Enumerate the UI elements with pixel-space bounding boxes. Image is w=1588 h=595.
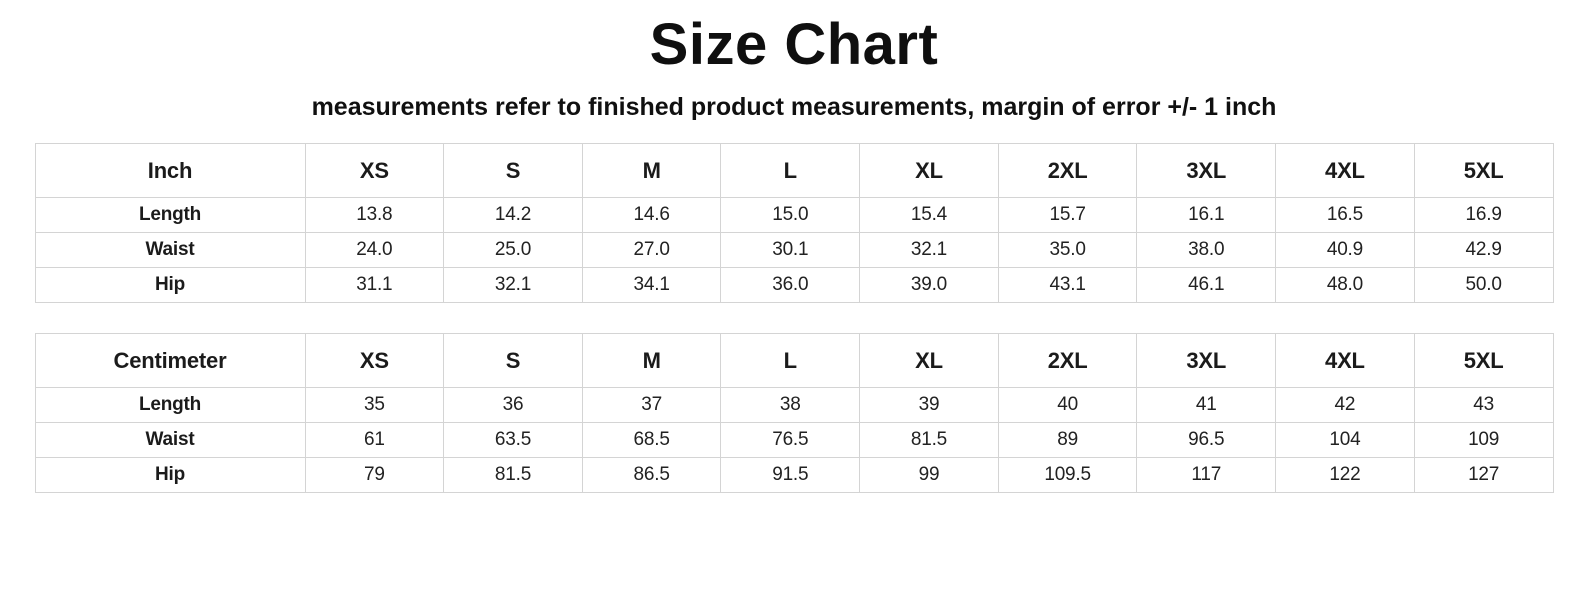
cell-length-s: 14.2: [443, 197, 583, 233]
cell-length-xl: 15.4: [859, 197, 999, 233]
row-label-length: Length: [34, 387, 306, 423]
cell-hip-5xl: 127: [1413, 457, 1554, 493]
centimeter-header-row: Centimeter XS S M L XL 2XL 3XL 4XL 5XL: [34, 333, 1554, 388]
row-label-waist: Waist: [34, 422, 306, 458]
cell-length-l: 38: [720, 387, 861, 423]
cell-hip-m: 86.5: [581, 457, 722, 493]
table-row-hip-inch: Hip 31.1 32.1 34.1 36.0 39.0 43.1 46.1 4…: [34, 267, 1554, 303]
inch-size-table: Inch XS S M L XL 2XL 3XL 4XL 5XL Length …: [34, 143, 1554, 303]
cell-hip-4xl: 48.0: [1275, 267, 1415, 303]
cell-waist-5xl: 42.9: [1413, 232, 1554, 268]
size-header-xl: XL: [859, 143, 999, 198]
cell-length-xl: 39: [859, 387, 999, 423]
cell-length-s: 36: [443, 387, 583, 423]
size-header-4xl: 4XL: [1275, 333, 1415, 388]
size-header-xs: XS: [304, 333, 445, 388]
size-header-2xl: 2XL: [997, 143, 1138, 198]
row-label-length: Length: [34, 197, 306, 233]
centimeter-size-table: Centimeter XS S M L XL 2XL 3XL 4XL 5XL L…: [34, 333, 1554, 493]
cell-length-2xl: 15.7: [997, 197, 1138, 233]
cell-hip-m: 34.1: [581, 267, 722, 303]
cell-length-5xl: 16.9: [1413, 197, 1554, 233]
cell-waist-xs: 24.0: [304, 232, 445, 268]
cell-hip-l: 91.5: [720, 457, 861, 493]
size-header-xl: XL: [859, 333, 999, 388]
size-header-m: M: [581, 333, 722, 388]
cell-length-2xl: 40: [997, 387, 1138, 423]
size-header-3xl: 3XL: [1136, 143, 1277, 198]
size-header-m: M: [581, 143, 722, 198]
cell-waist-3xl: 96.5: [1136, 422, 1277, 458]
cell-waist-2xl: 89: [997, 422, 1138, 458]
cell-waist-2xl: 35.0: [997, 232, 1138, 268]
page-subtitle: measurements refer to finished product m…: [311, 93, 1277, 121]
cell-hip-3xl: 46.1: [1136, 267, 1277, 303]
cell-length-3xl: 41: [1136, 387, 1277, 423]
cell-hip-2xl: 109.5: [997, 457, 1138, 493]
cell-waist-5xl: 109: [1413, 422, 1554, 458]
cell-waist-xl: 81.5: [859, 422, 999, 458]
cell-hip-xs: 31.1: [304, 267, 445, 303]
table-row-waist-cm: Waist 61 63.5 68.5 76.5 81.5 89 96.5 104…: [34, 422, 1554, 458]
cell-waist-s: 63.5: [443, 422, 583, 458]
inch-header-row: Inch XS S M L XL 2XL 3XL 4XL 5XL: [34, 143, 1554, 198]
size-header-4xl: 4XL: [1275, 143, 1415, 198]
cell-waist-4xl: 40.9: [1275, 232, 1415, 268]
cell-length-m: 37: [581, 387, 722, 423]
cell-hip-s: 32.1: [443, 267, 583, 303]
cell-length-4xl: 16.5: [1275, 197, 1415, 233]
cell-waist-3xl: 38.0: [1136, 232, 1277, 268]
size-header-s: S: [443, 333, 583, 388]
cell-hip-5xl: 50.0: [1413, 267, 1554, 303]
table-row-hip-cm: Hip 79 81.5 86.5 91.5 99 109.5 117 122 1…: [34, 457, 1554, 493]
cell-length-xs: 13.8: [304, 197, 445, 233]
cell-waist-l: 76.5: [720, 422, 861, 458]
cell-waist-m: 27.0: [581, 232, 722, 268]
size-header-2xl: 2XL: [997, 333, 1138, 388]
cell-hip-xl: 99: [859, 457, 999, 493]
cell-waist-4xl: 104: [1275, 422, 1415, 458]
page-title: Size Chart: [649, 12, 939, 77]
table-row-length-cm: Length 35 36 37 38 39 40 41 42 43: [34, 387, 1554, 423]
cell-hip-2xl: 43.1: [997, 267, 1138, 303]
size-header-3xl: 3XL: [1136, 333, 1277, 388]
cell-length-4xl: 42: [1275, 387, 1415, 423]
row-label-hip: Hip: [34, 457, 306, 493]
size-header-5xl: 5XL: [1413, 333, 1554, 388]
cell-waist-l: 30.1: [720, 232, 861, 268]
table-row-waist-inch: Waist 24.0 25.0 27.0 30.1 32.1 35.0 38.0…: [34, 232, 1554, 268]
cell-length-m: 14.6: [581, 197, 722, 233]
size-header-5xl: 5XL: [1413, 143, 1554, 198]
row-label-waist: Waist: [34, 232, 306, 268]
cell-hip-xl: 39.0: [859, 267, 999, 303]
cell-hip-3xl: 117: [1136, 457, 1277, 493]
inch-unit-header: Inch: [34, 143, 306, 198]
row-label-hip: Hip: [34, 267, 306, 303]
cell-hip-xs: 79: [304, 457, 445, 493]
centimeter-unit-header: Centimeter: [34, 333, 306, 388]
cell-hip-4xl: 122: [1275, 457, 1415, 493]
cell-waist-m: 68.5: [581, 422, 722, 458]
size-header-s: S: [443, 143, 583, 198]
size-header-l: L: [720, 143, 861, 198]
size-header-l: L: [720, 333, 861, 388]
cell-length-5xl: 43: [1413, 387, 1554, 423]
size-header-xs: XS: [304, 143, 445, 198]
cell-waist-xl: 32.1: [859, 232, 999, 268]
cell-hip-s: 81.5: [443, 457, 583, 493]
cell-length-3xl: 16.1: [1136, 197, 1277, 233]
cell-length-l: 15.0: [720, 197, 861, 233]
table-row-length-inch: Length 13.8 14.2 14.6 15.0 15.4 15.7 16.…: [34, 197, 1554, 233]
cell-waist-s: 25.0: [443, 232, 583, 268]
cell-length-xs: 35: [304, 387, 445, 423]
cell-waist-xs: 61: [304, 422, 445, 458]
cell-hip-l: 36.0: [720, 267, 861, 303]
